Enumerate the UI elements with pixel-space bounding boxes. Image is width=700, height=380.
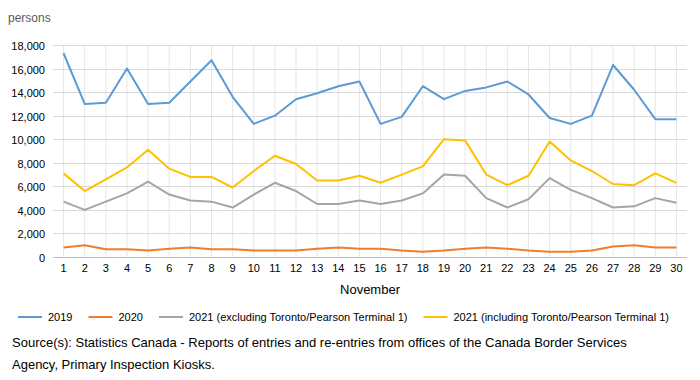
x-grid-line (359, 45, 360, 257)
x-grid-line (591, 45, 592, 257)
x-grid-line (676, 45, 677, 257)
x-tick-label: 5 (145, 262, 151, 274)
x-tick-label: 17 (396, 262, 408, 274)
y-grid-line (53, 163, 687, 164)
x-tick-label: 30 (670, 262, 682, 274)
y-tick-label: 14,000 (11, 87, 45, 99)
y-grid-line (53, 139, 687, 140)
y-axis-label: persons (8, 11, 51, 25)
x-tick-label: 16 (374, 262, 386, 274)
x-grid-line (634, 45, 635, 257)
legend-label: 2020 (118, 311, 142, 323)
legend-swatch (423, 316, 447, 318)
legend-label: 2021 (excluding Toronto/Pearson Terminal… (189, 311, 408, 323)
x-axis-line (53, 257, 687, 258)
y-grid-line (53, 186, 687, 187)
x-grid-line (274, 45, 275, 257)
series-line (64, 245, 677, 251)
x-grid-line (232, 45, 233, 257)
x-tick-label: 3 (103, 262, 109, 274)
x-grid-line (190, 45, 191, 257)
x-grid-line (528, 45, 529, 257)
x-tick-label: 4 (124, 262, 130, 274)
x-tick-label: 12 (290, 262, 302, 274)
x-grid-line (296, 45, 297, 257)
x-tick-label: 2 (82, 262, 88, 274)
x-tick-label: 7 (187, 262, 193, 274)
x-tick-label: 19 (438, 262, 450, 274)
y-tick-label: 2,000 (17, 228, 45, 240)
legend-swatch (159, 316, 183, 318)
x-tick-label: 15 (353, 262, 365, 274)
x-grid-line (84, 45, 85, 257)
x-grid-line (211, 45, 212, 257)
y-tick-label: 6,000 (17, 181, 45, 193)
x-grid-line (549, 45, 550, 257)
x-grid-line (63, 45, 64, 257)
source-note: Source(s): Statistics Canada - Reports o… (12, 332, 652, 376)
y-grid-line (53, 257, 687, 258)
y-grid-line (53, 233, 687, 234)
x-tick-label: 11 (269, 262, 280, 274)
y-tick-label: 10,000 (11, 134, 45, 146)
x-grid-line (507, 45, 508, 257)
x-grid-line (253, 45, 254, 257)
x-grid-line (126, 45, 127, 257)
x-tick-label: 9 (230, 262, 236, 274)
y-grid-line (53, 92, 687, 93)
y-tick-label: 8,000 (17, 158, 45, 170)
y-tick-label: 12,000 (11, 111, 45, 123)
x-tick-label: 13 (311, 262, 323, 274)
grid (53, 45, 687, 258)
legend-label: 2021 (including Toronto/Pearson Terminal… (453, 311, 668, 323)
x-grid-line (465, 45, 466, 257)
x-tick-label: 24 (544, 262, 556, 274)
x-grid-line (338, 45, 339, 257)
legend-swatch (18, 316, 42, 318)
legend-label: 2019 (48, 311, 72, 323)
x-tick-label: 6 (166, 262, 172, 274)
x-grid-line (486, 45, 487, 257)
x-grid-line (655, 45, 656, 257)
x-tick-label: 23 (522, 262, 534, 274)
lines (64, 53, 677, 251)
x-tick-label: 29 (649, 262, 661, 274)
legend: 2019 2020 2021 (excluding Toronto/Pearson … (18, 311, 669, 323)
x-tick-label: 26 (586, 262, 598, 274)
y-tick-label: 18,000 (11, 40, 45, 52)
x-tick-label: 28 (628, 262, 640, 274)
y-grid-line (53, 210, 687, 211)
x-tick-label: 22 (501, 262, 513, 274)
x-grid-line (380, 45, 381, 257)
y-tick-label: 16,000 (11, 64, 45, 76)
y-grid-line (53, 45, 687, 46)
x-tick-label: 20 (459, 262, 471, 274)
x-grid-line (613, 45, 614, 257)
series-line (64, 53, 677, 124)
legend-swatch (88, 316, 112, 318)
x-grid-line (401, 45, 402, 257)
y-grid-line (53, 69, 687, 70)
x-axis-label: November (340, 282, 401, 297)
x-tick-label: 10 (248, 262, 260, 274)
x-tick-label: 18 (417, 262, 429, 274)
x-tick-label: 21 (480, 262, 492, 274)
x-grid-line (443, 45, 444, 257)
x-tick-label: 25 (565, 262, 577, 274)
chart: 0 2,000 4,000 6,000 8,000 10,000 12,000 14,000 1… (0, 0, 700, 380)
x-grid-line (317, 45, 318, 257)
x-tick-label: 27 (607, 262, 619, 274)
x-tick-label: 8 (208, 262, 214, 274)
y-tick-label: 0 (39, 252, 45, 264)
series-line (64, 139, 677, 191)
x-grid-line (169, 45, 170, 257)
x-grid-line (105, 45, 106, 257)
x-grid-line (422, 45, 423, 257)
x-tick-label: 14 (332, 262, 344, 274)
x-grid-line (570, 45, 571, 257)
y-tick-label: 4,000 (17, 205, 45, 217)
x-tick-label: 1 (61, 262, 67, 274)
